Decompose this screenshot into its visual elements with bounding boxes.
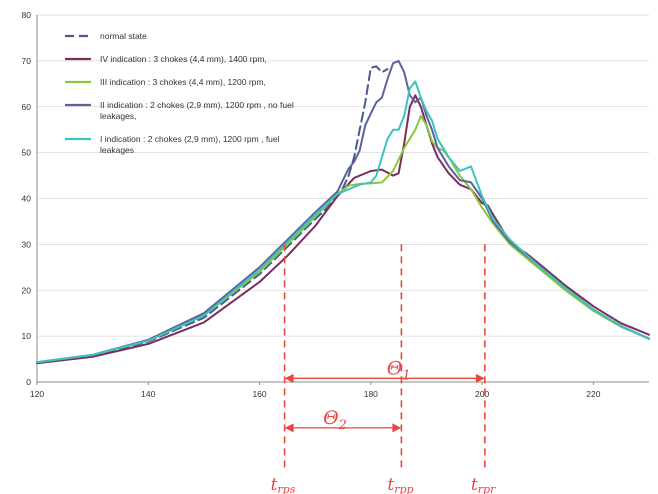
legend-label-5: I indication : 2 chokes (2,9 mm), 1200 r…	[100, 134, 280, 155]
y-tick-label: 60	[22, 102, 32, 112]
span-arrow-left-1	[284, 373, 294, 383]
series-line-3	[36, 114, 650, 364]
x-tick-label: 120	[30, 389, 44, 399]
y-tick-label: 80	[22, 10, 32, 20]
y-tick-label: 50	[22, 148, 32, 158]
span-subscript: 2	[338, 418, 347, 433]
marker-label-rpr: trpr	[471, 475, 496, 494]
gridlines	[37, 14, 649, 337]
legend-label-3: III indication : 3 chokes (4,4 mm), 1200…	[100, 77, 266, 87]
series-lines	[36, 59, 650, 365]
marker-label-rpp: trpp	[387, 475, 413, 494]
y-tick-label: 40	[22, 194, 32, 204]
y-tick-labels: 0 10 20 30 40 50 60 70 80	[22, 10, 32, 387]
span-arrow-right-1	[475, 373, 485, 383]
span-arrow-left-2	[284, 423, 294, 433]
legend-label-2: IV indication : 3 chokes (4,4 mm), 1400 …	[100, 54, 267, 64]
x-tick-label: 220	[586, 389, 600, 399]
y-tick-label: 0	[26, 377, 31, 387]
y-tick-label: 70	[22, 56, 32, 66]
x-tick-label: 180	[364, 389, 378, 399]
span-subscript: 1	[402, 368, 410, 383]
marker-subscript: rpp	[394, 483, 413, 494]
span-symbol: Θ	[323, 407, 339, 429]
series-line-4	[36, 59, 650, 364]
marker-symbol: t	[387, 475, 394, 494]
series-line-5	[36, 80, 650, 364]
y-tick-label: 20	[22, 285, 32, 295]
span-label-2: Θ2	[323, 407, 347, 433]
marker-symbol: t	[471, 475, 478, 494]
y-tick-label: 10	[22, 331, 32, 341]
x-tick-label: 200	[475, 389, 489, 399]
time-markers: trps trpp trpr	[271, 244, 496, 494]
marker-label-rps: trps	[271, 475, 296, 494]
legend: normal state IV indication : 3 chokes (4,…	[65, 31, 294, 155]
marker-subscript: rps	[277, 483, 295, 494]
axes	[36, 15, 649, 385]
x-tick-label: 140	[141, 389, 155, 399]
legend-label-4: II indication : 2 chokes (2,9 mm), 1200 …	[100, 100, 294, 121]
marker-subscript: rpr	[478, 483, 496, 494]
x-tick-label: 160	[252, 389, 266, 399]
span-label-1: Θ1	[387, 357, 411, 383]
span-arrow-right-2	[392, 423, 402, 433]
legend-label-1: normal state	[100, 31, 147, 41]
marker-symbol: t	[271, 475, 278, 494]
span-symbol: Θ	[387, 357, 403, 379]
y-tick-label: 30	[22, 239, 32, 249]
x-tick-labels: 120 140 160 180 200 220	[30, 389, 601, 399]
